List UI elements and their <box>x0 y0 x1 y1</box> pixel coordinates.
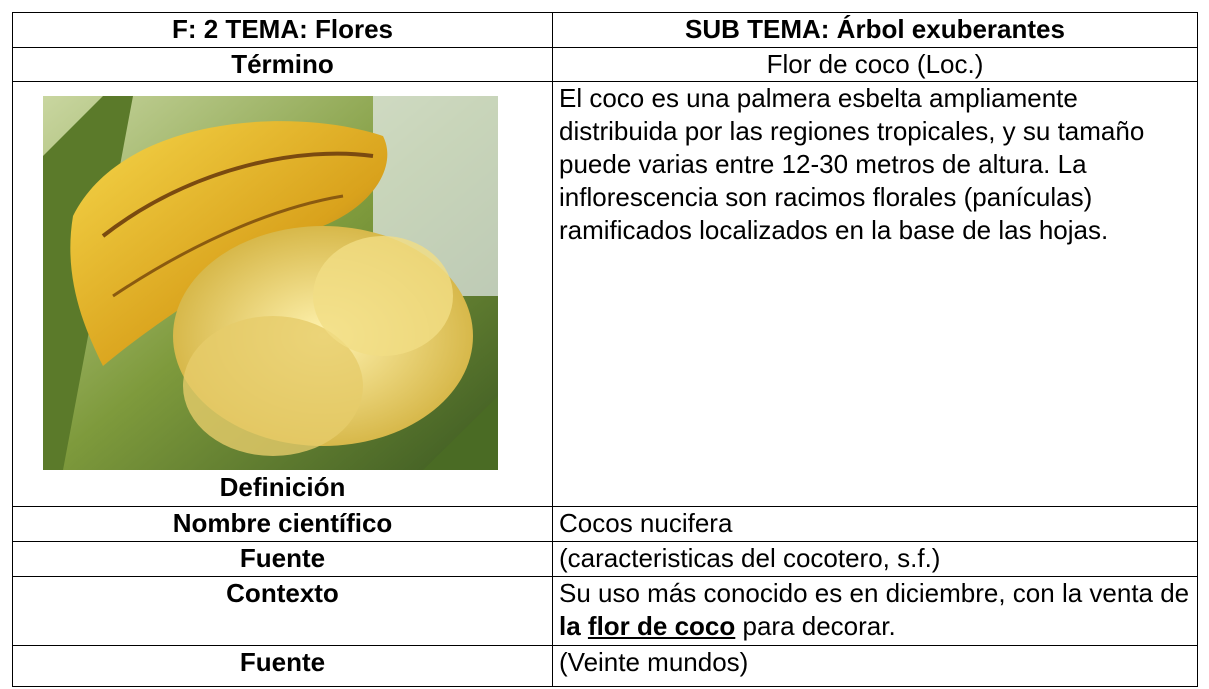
bold-underlined-segment: flor de coco <box>587 611 736 641</box>
label-cell: Término <box>12 47 553 82</box>
value-cell: Cocos nucifera <box>552 506 1198 542</box>
coconut-flower-photo <box>43 96 498 470</box>
image-cell: Definición <box>12 81 553 507</box>
value-cell: Flor de coco (Loc.) <box>552 47 1198 82</box>
value-cell: (caracteristicas del cocotero, s.f.) <box>552 541 1198 577</box>
context-cell: Su uso más conocido es en diciembre, con… <box>552 576 1198 646</box>
definition-cell: El coco es una palmera esbelta ampliamen… <box>552 81 1198 507</box>
row: Término Flor de coco (Loc.) <box>12 47 1198 82</box>
text-segment: Su uso más conocido es en diciembre, con… <box>559 578 1190 608</box>
text-segment: para decorar. <box>735 611 896 641</box>
row: Contexto Su uso más conocido es en dicie… <box>12 576 1198 646</box>
label-cell: Contexto <box>12 576 553 646</box>
row: Fuente (Veinte mundos) <box>12 645 1198 687</box>
glossary-table: F: 2 TEMA: Flores SUB TEMA: Árbol exuber… <box>12 12 1198 687</box>
row: Definición El coco es una palmera esbelt… <box>12 81 1198 507</box>
label-cell: Fuente <box>12 541 553 577</box>
value-cell: (Veinte mundos) <box>552 645 1198 687</box>
label-cell: Nombre científico <box>12 506 553 542</box>
label-cell: Definición <box>219 472 346 502</box>
bold-segment: la <box>559 611 588 641</box>
label-cell: Fuente <box>12 645 553 687</box>
header-row: F: 2 TEMA: Flores SUB TEMA: Árbol exuber… <box>12 12 1198 48</box>
header-cell: SUB TEMA: Árbol exuberantes <box>552 12 1198 48</box>
header-cell: F: 2 TEMA: Flores <box>12 12 553 48</box>
row: Fuente (caracteristicas del cocotero, s.… <box>12 541 1198 577</box>
row: Nombre científico Cocos nucifera <box>12 506 1198 542</box>
